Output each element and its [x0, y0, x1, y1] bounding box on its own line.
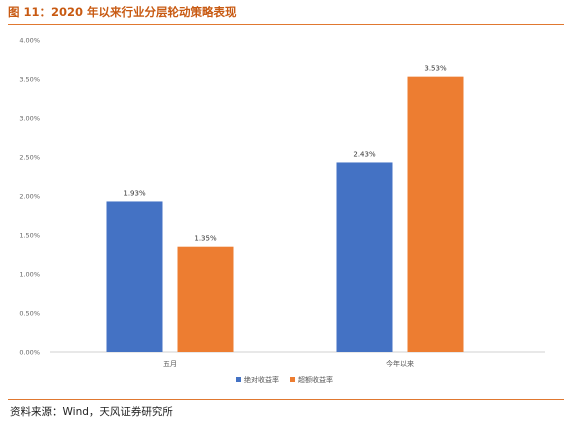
- bar: [407, 76, 464, 352]
- y-tick-label: 1.00%: [19, 271, 40, 279]
- x-axis-ticks: 五月 今年以来: [163, 359, 414, 368]
- y-axis-ticks: 0.00% 0.50% 1.00% 1.50% 2.00% 2.50% 3.00% 3.50%…: [19, 37, 40, 357]
- x-tick-label: 今年以来: [386, 359, 414, 368]
- y-tick-label: 4.00%: [19, 37, 40, 45]
- bar: [336, 162, 393, 352]
- y-tick-label: 3.00%: [19, 115, 40, 123]
- data-label: 3.53%: [424, 65, 447, 73]
- data-label: 1.35%: [194, 235, 217, 243]
- y-tick-label: 1.50%: [19, 232, 40, 240]
- source-divider: [8, 399, 564, 400]
- figure-title: 图 11：2020 年以来行业分层轮动策略表现: [8, 5, 237, 19]
- bar: [106, 201, 163, 352]
- source-note: 资料来源：Wind，天风证券研究所: [10, 406, 173, 418]
- x-tick-label: 五月: [163, 360, 177, 368]
- bars-group: 1.93% 2.43% 1.35% 3.53%: [106, 65, 464, 352]
- y-tick-label: 0.50%: [19, 310, 40, 318]
- title-divider: [8, 24, 564, 25]
- legend: 绝对收益率 超额收益率: [236, 375, 333, 384]
- data-label: 1.93%: [123, 189, 146, 197]
- y-tick-label: 2.50%: [19, 154, 40, 162]
- legend-swatch: [236, 377, 241, 382]
- data-label: 2.43%: [353, 150, 376, 158]
- legend-label: 超额收益率: [298, 375, 333, 384]
- bar: [177, 246, 234, 352]
- y-tick-label: 2.00%: [19, 193, 40, 201]
- y-tick-label: 0.00%: [19, 349, 40, 357]
- y-tick-label: 3.50%: [19, 76, 40, 84]
- legend-label: 绝对收益率: [244, 375, 279, 384]
- legend-swatch: [290, 377, 295, 382]
